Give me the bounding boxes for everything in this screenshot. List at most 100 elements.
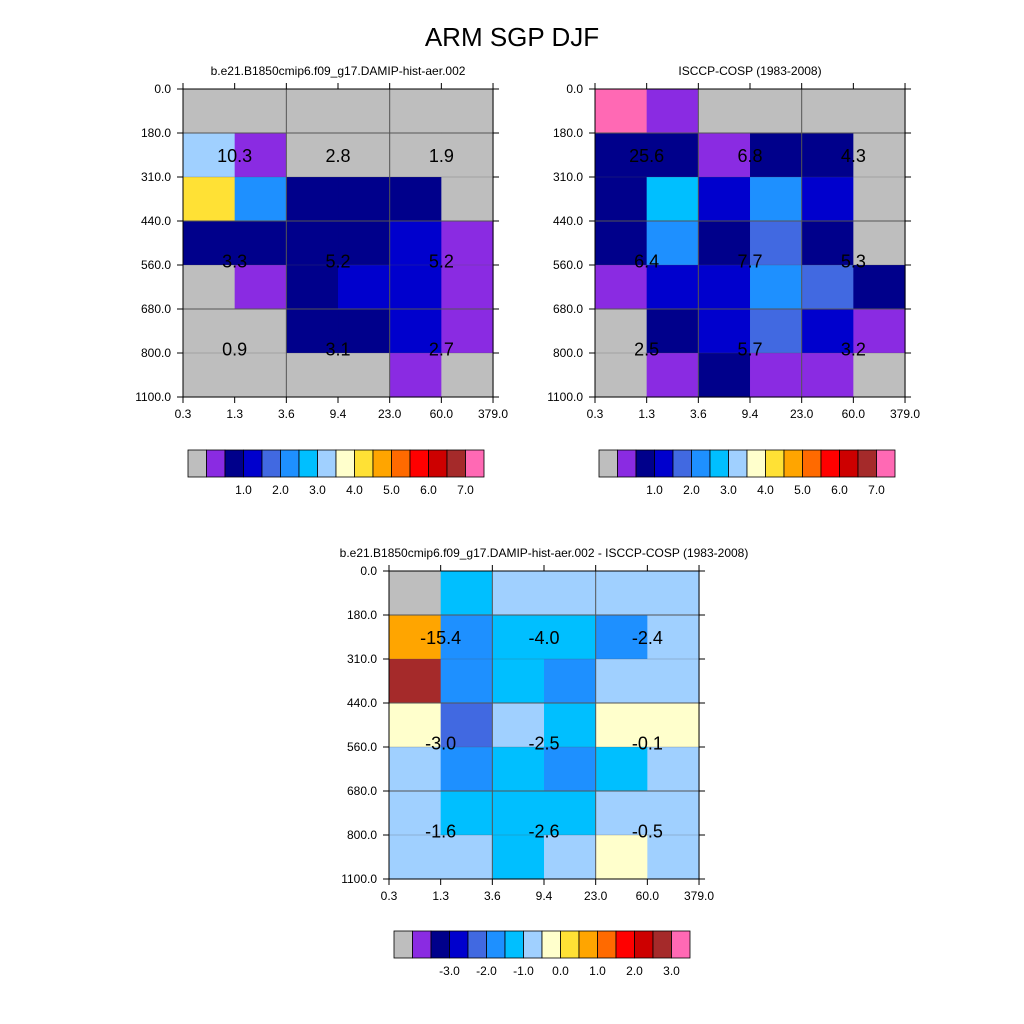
x-tick-label: 3.6 bbox=[278, 407, 295, 421]
heatmap-cell bbox=[389, 221, 442, 266]
y-tick-label: 440.0 bbox=[553, 214, 583, 228]
heatmap-cell bbox=[234, 221, 287, 266]
colorbar-label: 1.0 bbox=[235, 483, 252, 497]
heatmap-cell bbox=[544, 659, 597, 704]
heatmap-cell bbox=[389, 177, 442, 222]
heatmap-cell bbox=[647, 747, 700, 792]
colorbar-swatch bbox=[261, 449, 281, 478]
heatmap-cell bbox=[595, 221, 648, 266]
heatmap-cell bbox=[698, 221, 751, 266]
box-value-label: -0.1 bbox=[632, 734, 663, 754]
heatmap-cell bbox=[801, 133, 854, 178]
y-tick-label: 180.0 bbox=[141, 126, 171, 140]
box-value-label: -3.0 bbox=[425, 734, 456, 754]
heatmap-cell bbox=[801, 177, 854, 222]
colorbar-swatch bbox=[671, 930, 691, 959]
heatmap-cell bbox=[544, 791, 597, 836]
colorbar-swatch bbox=[652, 930, 672, 959]
box-value-label: 0.9 bbox=[222, 340, 247, 360]
x-tick-label: 3.6 bbox=[690, 407, 707, 421]
panel-1: b.e21.B1850cmip6.f09_g17.DAMIP-hist-aer.… bbox=[135, 64, 508, 497]
colorbar-label: 4.0 bbox=[346, 483, 363, 497]
box-value-label: 5.7 bbox=[737, 340, 762, 360]
box-value-label: 25.6 bbox=[629, 146, 664, 166]
colorbar-swatch bbox=[820, 449, 840, 478]
y-tick-label: 680.0 bbox=[553, 302, 583, 316]
colorbar-swatch bbox=[617, 449, 637, 478]
heatmap-cell bbox=[595, 353, 648, 398]
colorbar-swatch bbox=[317, 449, 337, 478]
heatmap-cell bbox=[389, 835, 442, 880]
heatmap-cell bbox=[853, 265, 906, 310]
y-tick-label: 310.0 bbox=[553, 170, 583, 184]
panel-2: ISCCP-COSP (1983-2008) 0.3 1.3 3.6 9.4 23.0 60… bbox=[547, 64, 920, 497]
heatmap-cell bbox=[492, 835, 545, 880]
y-tick-label: 0.0 bbox=[360, 564, 377, 578]
heatmap-cell bbox=[389, 659, 442, 704]
heatmap-cell bbox=[750, 221, 803, 266]
panel-3: b.e21.B1850cmip6.f09_g17.DAMIP-hist-aer.… bbox=[340, 546, 749, 978]
heatmap-cell bbox=[286, 177, 339, 222]
heatmap-cell bbox=[698, 89, 751, 134]
heatmap-cell bbox=[647, 571, 700, 616]
heatmap-cell bbox=[440, 747, 493, 792]
box-value-label: 2.5 bbox=[634, 340, 659, 360]
box-value-label: -2.6 bbox=[528, 822, 559, 842]
x-tick-label: 379.0 bbox=[478, 407, 508, 421]
colorbar-swatch bbox=[428, 449, 448, 478]
heatmap-cell bbox=[750, 265, 803, 310]
y-tick-label: 440.0 bbox=[347, 696, 377, 710]
colorbar-swatch bbox=[598, 449, 618, 478]
x-tick-label: 60.0 bbox=[430, 407, 454, 421]
colorbar-label: 0.0 bbox=[552, 964, 569, 978]
heatmap-cell bbox=[698, 265, 751, 310]
y-tick-label: 560.0 bbox=[141, 258, 171, 272]
heatmap-cell bbox=[801, 353, 854, 398]
heatmap-cell bbox=[750, 309, 803, 354]
heatmap-cell bbox=[441, 221, 494, 266]
heatmap-cell bbox=[234, 177, 287, 222]
colorbar-swatch bbox=[560, 930, 580, 959]
heatmap-cell bbox=[595, 571, 648, 616]
x-tick-label: 60.0 bbox=[842, 407, 866, 421]
colorbar-swatch bbox=[430, 930, 450, 959]
y-tick-label: 560.0 bbox=[553, 258, 583, 272]
heatmap-cell bbox=[389, 791, 442, 836]
heatmap-cell bbox=[234, 309, 287, 354]
heatmap-cell bbox=[698, 133, 751, 178]
box-value-label: 6.8 bbox=[737, 146, 762, 166]
heatmap-cell bbox=[183, 177, 236, 222]
heatmap-cell bbox=[646, 89, 699, 134]
colorbar-label: -2.0 bbox=[476, 964, 497, 978]
heatmap-cell bbox=[338, 353, 391, 398]
heatmap-cell bbox=[440, 835, 493, 880]
x-tick-label: 0.3 bbox=[381, 889, 398, 903]
heatmap-cell bbox=[750, 89, 803, 134]
heatmap-cell bbox=[853, 353, 906, 398]
heatmap-cell bbox=[441, 89, 494, 134]
x-tick-label: 3.6 bbox=[484, 889, 501, 903]
panel-title: b.e21.B1850cmip6.f09_g17.DAMIP-hist-aer.… bbox=[211, 64, 466, 78]
heatmap-cell bbox=[544, 747, 597, 792]
x-tick-label: 379.0 bbox=[684, 889, 714, 903]
x-tick-label: 0.3 bbox=[175, 407, 192, 421]
colorbar-label: -1.0 bbox=[513, 964, 534, 978]
y-tick-label: 0.0 bbox=[566, 82, 583, 96]
x-tick-label: 23.0 bbox=[790, 407, 814, 421]
colorbar-swatch bbox=[728, 449, 748, 478]
colorbar-swatch bbox=[280, 449, 300, 478]
box-value-label: -2.5 bbox=[528, 734, 559, 754]
heatmap-cell bbox=[750, 353, 803, 398]
heatmap-cell bbox=[234, 133, 287, 178]
box-value-label: 2.8 bbox=[325, 146, 350, 166]
heatmap-cell bbox=[286, 133, 339, 178]
colorbar: 1.0 2.0 3.0 4.0 5.0 6.0 7.0 bbox=[187, 449, 485, 497]
box-value-label: -2.4 bbox=[632, 628, 663, 648]
heatmap-cell bbox=[801, 221, 854, 266]
x-tick-label: 379.0 bbox=[890, 407, 920, 421]
colorbar: 1.0 2.0 3.0 4.0 5.0 6.0 7.0 bbox=[598, 449, 896, 497]
heatmap-cell bbox=[492, 659, 545, 704]
heatmap-cell bbox=[698, 177, 751, 222]
colorbar-swatch bbox=[446, 449, 466, 478]
